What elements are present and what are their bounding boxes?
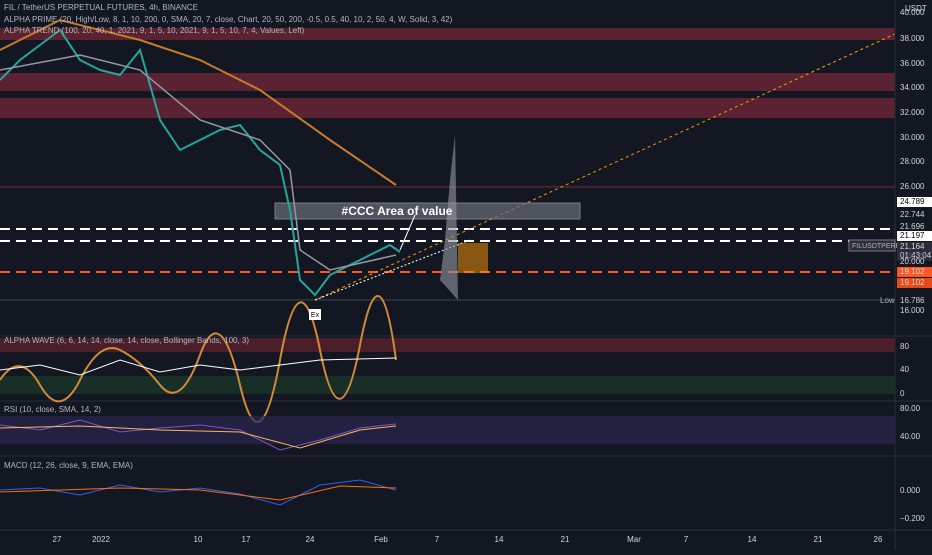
time-label: 26 xyxy=(874,535,883,544)
axis-unit: USDT xyxy=(905,4,927,13)
price-tag xyxy=(897,251,932,261)
price-label: 28.000 xyxy=(900,157,925,166)
price-label: 16.786 xyxy=(900,296,925,305)
pane-title: MACD (12, 26, close, 9, EMA, EMA) xyxy=(4,461,133,470)
price-label: 30.000 xyxy=(900,133,925,142)
pane-axis-label: 0.000 xyxy=(900,486,921,495)
price-label: 01:43:04 xyxy=(900,251,932,260)
price-label: 19.102 xyxy=(900,267,925,276)
price-label: 34.000 xyxy=(900,83,925,92)
price-label: 20.000 xyxy=(900,257,925,266)
symbol-tag: FILUSDTPERP xyxy=(852,243,901,250)
time-label: 14 xyxy=(748,535,757,544)
axes: USDT40.00038.00036.00034.00032.00030.000… xyxy=(53,4,932,544)
pane-title: RSI (10, close, SMA, 14, 2) xyxy=(4,405,101,414)
price-label: 19.102 xyxy=(900,278,925,287)
header: FIL / TetherUS PERPETUAL FUTURES, 4h, BI… xyxy=(4,3,901,470)
price-label: 32.000 xyxy=(900,108,925,117)
price-label: 16.000 xyxy=(900,306,925,315)
price-tag xyxy=(897,278,932,288)
pane-axis-label: 40.00 xyxy=(900,432,921,441)
price-tag xyxy=(897,197,932,207)
low-label: Low xyxy=(880,296,895,305)
pane-axis-label: 80.00 xyxy=(900,404,921,413)
pane-axis-label: −0.200 xyxy=(900,514,925,523)
pane-axis-label: 40 xyxy=(900,365,909,374)
time-label: 21 xyxy=(814,535,823,544)
time-label: 21 xyxy=(561,535,570,544)
zones xyxy=(0,28,896,301)
price-label: 21.197 xyxy=(900,231,925,240)
time-label: 24 xyxy=(306,535,315,544)
entry-label: Ex xyxy=(311,312,320,319)
price-label: 38.000 xyxy=(900,34,925,43)
symbol: FIL / TetherUS PERPETUAL FUTURES, 4h, BI… xyxy=(4,3,198,12)
price-tag xyxy=(897,242,932,252)
area-label: #CCC Area of value xyxy=(342,204,453,218)
price-tag xyxy=(897,231,932,241)
price-label: 26.000 xyxy=(900,182,925,191)
price-label: 21.164 xyxy=(900,242,925,251)
price-label: 40.000 xyxy=(900,8,925,17)
time-label: 7 xyxy=(435,535,440,544)
pane-title: ALPHA WAVE (6, 6, 14, 14, close, 14, clo… xyxy=(4,336,249,345)
price-label: 24.789 xyxy=(900,197,925,206)
time-label: 27 xyxy=(53,535,62,544)
price-tag xyxy=(897,267,932,277)
pane-axis-label: 0 xyxy=(900,389,905,398)
indicator: ALPHA TREND (100, 20, 40, 1, 2021, 9, 1,… xyxy=(4,26,305,35)
time-label: Mar xyxy=(627,535,641,544)
time-label: Feb xyxy=(374,535,388,544)
price-label: 21.696 xyxy=(900,222,925,231)
time-label: 14 xyxy=(495,535,504,544)
time-label: 17 xyxy=(242,535,251,544)
time-label: 2022 xyxy=(92,535,110,544)
price-label: 36.000 xyxy=(900,59,925,68)
indicator: ALPHA PRIME (20, High/Low, 8, 1, 10, 200… xyxy=(4,15,453,24)
price-label: 22.744 xyxy=(900,210,925,219)
pane-axis-label: 80 xyxy=(900,342,909,351)
price-tag xyxy=(897,296,932,306)
time-label: 10 xyxy=(194,535,203,544)
price-path xyxy=(0,18,458,300)
time-label: 7 xyxy=(684,535,689,544)
